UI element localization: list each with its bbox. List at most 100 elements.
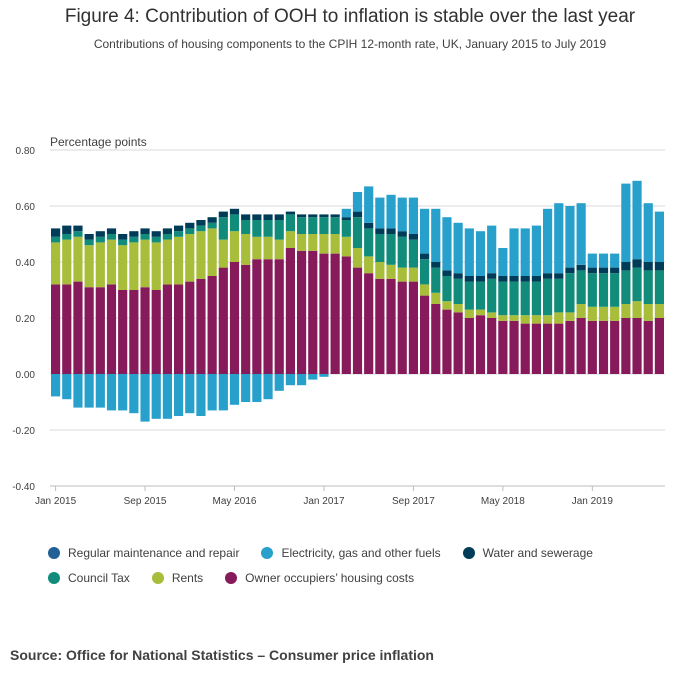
bar-segment-ooh — [330, 253, 340, 374]
bar-segment-rents — [375, 262, 385, 279]
legend-swatch-rents — [151, 571, 164, 584]
bar-segment-ooh — [654, 318, 664, 374]
bar-segment-rents — [621, 304, 631, 318]
bar-segment-council-tax — [464, 281, 474, 310]
legend-label-electricity: Electricity, gas and other fuels — [281, 545, 441, 560]
bar-segment-rents — [196, 231, 206, 279]
legend-item-council-tax[interactable]: Council Tax — [48, 571, 130, 585]
bar-segment-electricity — [375, 197, 385, 229]
bar-segment-water — [543, 273, 553, 279]
y-axis-label: Percentage points — [50, 135, 147, 149]
x-tick-label: Jan 2015 — [35, 496, 77, 507]
bar-segment-ooh — [218, 267, 228, 374]
bar-segment-council-tax — [520, 281, 530, 316]
bar-segment-ooh — [140, 287, 150, 374]
bar-segment-rents — [420, 284, 430, 296]
bar-segment-electricity — [408, 197, 418, 234]
bar-segment-electricity — [308, 374, 318, 380]
bar-segment-electricity — [263, 374, 273, 400]
legend-item-regular-maintenance[interactable]: Regular maintenance and repair — [48, 546, 239, 560]
bar-segment-council-tax — [51, 236, 61, 243]
bar-segment-rents — [431, 292, 441, 304]
bar-segment-rents — [509, 315, 519, 321]
bar-segment-ooh — [431, 304, 441, 374]
y-tick-label: 0.80 — [16, 146, 36, 157]
bar-segment-rents — [174, 236, 184, 285]
bar-segment-ooh — [297, 250, 307, 374]
bar-segment-ooh — [375, 278, 385, 374]
bar-segment-council-tax — [386, 234, 396, 265]
bar-segment-electricity — [51, 374, 61, 397]
bar-segment-electricity — [95, 374, 105, 408]
bar-segment-council-tax — [241, 220, 251, 234]
bar-segment-council-tax — [62, 234, 72, 240]
bar-segment-council-tax — [408, 239, 418, 268]
bar-segment-rents — [62, 239, 72, 285]
bar-segment-rents — [263, 236, 273, 260]
bar-segment-rents — [297, 234, 307, 251]
bar-segment-electricity — [207, 374, 217, 411]
legend-item-water[interactable]: Water and sewerage — [462, 546, 593, 560]
bar-segment-rents — [453, 304, 463, 313]
bar-segment-rents — [654, 304, 664, 318]
bar-segment-ooh — [509, 320, 519, 374]
legend-label-council-tax: Council Tax — [68, 570, 130, 585]
legend-swatch-ooh — [225, 571, 238, 584]
bar-segment-electricity — [531, 225, 541, 276]
bar-segment-ooh — [162, 284, 172, 374]
x-tick-label: May 2018 — [481, 496, 525, 507]
bar-segment-electricity — [576, 203, 586, 265]
legend-item-electricity[interactable]: Electricity, gas and other fuels — [261, 545, 441, 560]
bar-segment-rents — [319, 234, 329, 254]
bar-segment-rents — [84, 245, 94, 288]
bar-segment-rents — [330, 234, 340, 254]
bar-segment-council-tax — [632, 267, 642, 302]
legend-label-regular-maintenance: Regular maintenance and repair — [68, 545, 240, 560]
bar-segment-water — [319, 214, 329, 218]
source-note: Source: Office for National Statistics –… — [10, 647, 434, 663]
bar-segment-council-tax — [174, 231, 184, 237]
bar-segment-electricity — [386, 194, 396, 229]
bar-segment-ooh — [174, 284, 184, 374]
legend-item-ooh[interactable]: Owner occupiers’ housing costs — [225, 571, 414, 585]
bar-segment-council-tax — [218, 217, 228, 240]
bar-segment-ooh — [319, 253, 329, 374]
bar-segment-council-tax — [297, 217, 307, 234]
bar-segment-water — [598, 267, 609, 274]
legend-item-rents[interactable]: Rents — [151, 571, 203, 585]
bar-segment-water — [207, 217, 217, 223]
bar-segment-water — [218, 211, 228, 218]
bar-segment-council-tax — [341, 220, 351, 237]
bar-segment-council-tax — [453, 278, 463, 304]
bar-segment-electricity — [196, 374, 206, 416]
bar-segment-rents — [587, 306, 597, 321]
chart-title: Figure 4: Contribution of OOH to inflati… — [64, 6, 636, 27]
bar-segment-water — [174, 225, 184, 232]
bar-segment-ooh — [576, 318, 586, 374]
bar-segment-council-tax — [576, 270, 586, 304]
bar-segment-electricity — [185, 374, 195, 414]
bar-segment-electricity — [364, 186, 374, 223]
bar-segment-water — [610, 267, 620, 274]
bar-segment-ooh — [185, 281, 195, 374]
bar-segment-council-tax — [229, 214, 240, 232]
bar-segment-water — [576, 264, 586, 271]
bar-segment-electricity — [62, 374, 72, 400]
bar-segment-ooh — [229, 262, 240, 374]
bar-segment-council-tax — [352, 217, 363, 248]
bar-segment-water — [352, 211, 363, 218]
bar-segment-ooh — [263, 259, 273, 374]
bar-segment-ooh — [129, 290, 139, 374]
bar-segment-rents — [598, 306, 609, 321]
bar-segment-electricity — [453, 222, 463, 274]
bar-segment-ooh — [207, 276, 217, 374]
bar-segment-water — [442, 270, 452, 276]
legend-swatch-regular-maintenance — [48, 546, 60, 559]
bar-segment-ooh — [106, 284, 117, 374]
bar-segment-electricity — [621, 183, 631, 262]
bar-segment-rents — [632, 301, 642, 318]
bar-segment-electricity — [520, 228, 530, 276]
bar-segment-water — [408, 234, 418, 240]
bar-segment-water — [364, 222, 374, 229]
bar-segment-rents — [229, 231, 240, 262]
